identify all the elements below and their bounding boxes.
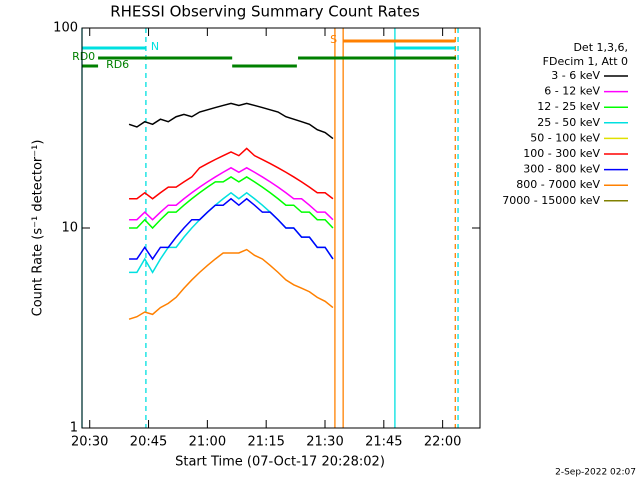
flag-label: S	[330, 33, 337, 46]
series-line	[129, 147, 334, 200]
legend-label: 300 - 800 keV	[523, 163, 600, 176]
series-line	[128, 102, 334, 140]
x-tick-label: 21:00	[189, 435, 226, 450]
legend-label: 100 - 300 keV	[523, 147, 600, 160]
footer: 2-Sep-2022 02:07	[555, 468, 636, 478]
x-axis-label: Start Time (07-Oct-17 20:28:02)	[175, 455, 385, 470]
x-tick-label: 21:45	[365, 435, 402, 450]
series-line	[129, 197, 334, 261]
chart-title: RHESSI Observing Summary Count Rates	[110, 3, 420, 21]
series-line	[129, 176, 334, 230]
flag-label: RD0	[72, 50, 95, 63]
x-tick-label: 20:45	[130, 435, 167, 450]
x-tick-label: 20:30	[71, 435, 108, 450]
x-tick-label: 21:30	[306, 435, 343, 450]
y-axis-label: Count Rate (s⁻¹ detector⁻¹)	[31, 140, 46, 317]
x-tick-label: 21:15	[247, 435, 284, 450]
legend-label: 7000 - 15000 keV	[502, 194, 600, 207]
flag-label: RD6	[106, 58, 129, 71]
series-line	[128, 248, 334, 320]
flag-label: N	[151, 40, 159, 53]
y-tick-label: 1	[70, 421, 78, 436]
legend-label: 12 - 25 keV	[537, 100, 600, 113]
y-tick-label: 100	[53, 21, 78, 36]
legend-label: 800 - 7000 keV	[516, 178, 600, 191]
legend-label: 25 - 50 keV	[537, 116, 600, 129]
legend-label: 3 - 6 keV	[551, 69, 600, 82]
y-tick-label: 10	[61, 221, 78, 236]
x-tick-label: 22:00	[424, 435, 461, 450]
legend-label: 6 - 12 keV	[544, 85, 600, 98]
series-line	[129, 166, 334, 221]
legend-label: 50 - 100 keV	[530, 131, 600, 144]
legend-title: Det 1,3,6,	[573, 41, 628, 54]
legend-title: FDecim 1, Att 0	[543, 55, 628, 68]
